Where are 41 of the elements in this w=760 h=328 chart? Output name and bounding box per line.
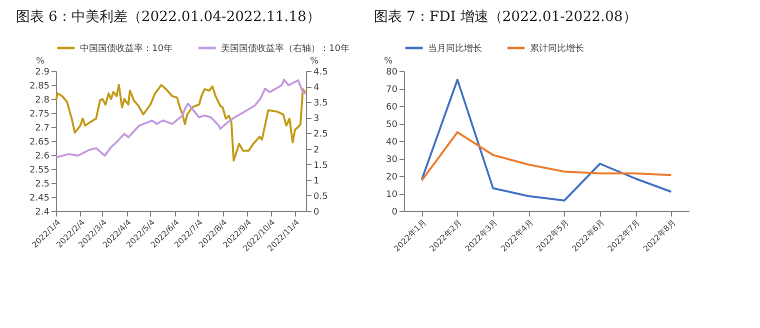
y-tick-label: 2.75 (29, 110, 50, 120)
y-axis-title: % (384, 56, 393, 66)
y2-tick-label: 0 (314, 208, 320, 218)
y-tick-label: 40 (386, 138, 398, 148)
y2-axis-title: % (310, 56, 319, 66)
y2-tick-label: 3 (314, 114, 320, 124)
legend-label: 累计同比增长 (530, 43, 584, 54)
legend-label: 美国国债收益率（右轴）：10年 (221, 43, 350, 54)
y-tick-label: 2.8 (35, 96, 50, 106)
legend-label: 当月同比增长 (428, 43, 482, 54)
y2-tick-label: 3.5 (314, 98, 328, 109)
y-tick-label: 2.4 (35, 208, 50, 218)
y-tick-label: 60 (386, 102, 398, 112)
y-tick-label: 2.45 (29, 194, 50, 204)
chart-title: 图表 7：FDI 增速（2022.01-2022.08） (374, 9, 637, 25)
y2-tick-label: 2 (314, 145, 320, 156)
y2-tick-label: 1.5 (314, 160, 328, 171)
y-tick-label: 2.7 (35, 124, 50, 134)
y-tick-label: 2.85 (29, 82, 50, 92)
y2-tick-label: 0.5 (314, 192, 328, 202)
y-axis-title: % (36, 56, 45, 66)
y2-tick-label: 2.5 (314, 130, 328, 140)
y2-tick-label: 4 (314, 83, 320, 94)
line-series (420, 78, 672, 202)
legend-label: 中国国债收益率：10年 (80, 43, 172, 54)
y2-tick-label: 4.5 (314, 68, 328, 78)
y-tick-label: 80 (386, 68, 398, 78)
y-tick-label: 2.65 (29, 138, 50, 148)
chart-title: 图表 6：中美利差（2022.01.04-2022.11.18） (16, 9, 320, 25)
y2-tick-label: 1 (314, 176, 320, 186)
y-tick-label: 2.6 (35, 152, 50, 162)
y-tick-label: 2.9 (35, 68, 50, 78)
y-tick-label: 70 (386, 85, 398, 95)
y-tick-label: 2.55 (29, 166, 50, 176)
y-tick-label: 30 (386, 155, 398, 165)
y-tick-label: 20 (386, 172, 398, 182)
y-tick-label: 10 (386, 190, 398, 200)
line-series (420, 131, 672, 182)
y-tick-label: 0 (392, 208, 398, 218)
y-tick-label: 2.5 (35, 180, 50, 190)
y-tick-label: 50 (386, 120, 398, 130)
